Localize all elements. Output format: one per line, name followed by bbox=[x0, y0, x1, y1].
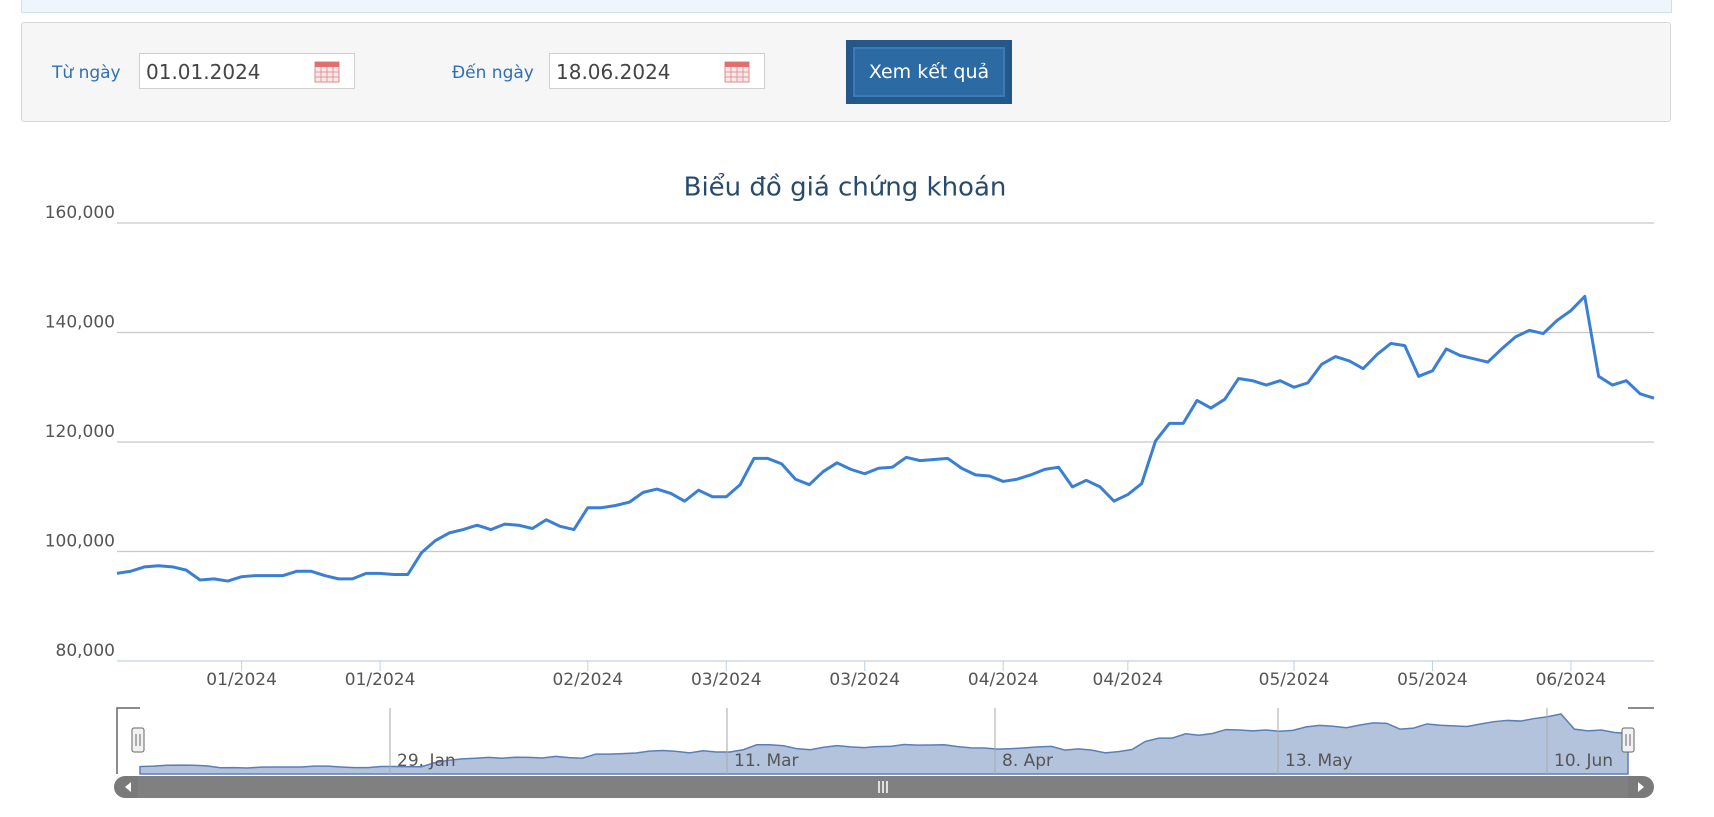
calendar-icon[interactable] bbox=[724, 61, 750, 83]
to-label: Đến ngày bbox=[452, 63, 534, 83]
to-value: 18.06.2024 bbox=[556, 60, 671, 84]
scroll-grip bbox=[878, 781, 888, 793]
x-tick-label: 02/2024 bbox=[552, 670, 623, 690]
chart-title: Biểu đồ giá chứng khoán bbox=[684, 172, 1007, 203]
date-form: Từ ngày 01.01.2024 Đến ngày 18.06.2024 X… bbox=[21, 22, 1671, 122]
submit-button[interactable]: Xem kết quả bbox=[846, 40, 1012, 104]
navigator-handle[interactable] bbox=[1621, 727, 1635, 753]
x-tick-label: 05/2024 bbox=[1259, 670, 1330, 690]
from-input[interactable]: 01.01.2024 bbox=[139, 53, 355, 89]
x-tick-label: 04/2024 bbox=[968, 670, 1039, 690]
y-tick-label: 120,000 bbox=[45, 422, 115, 442]
scroll-left[interactable] bbox=[125, 782, 131, 792]
x-tick-label: 05/2024 bbox=[1397, 670, 1468, 690]
to-input[interactable]: 18.06.2024 bbox=[549, 53, 765, 89]
x-tick-label: 01/2024 bbox=[206, 670, 277, 690]
scroll-right[interactable] bbox=[1638, 782, 1644, 792]
from-value: 01.01.2024 bbox=[146, 60, 261, 84]
x-tick-label: 06/2024 bbox=[1536, 670, 1607, 690]
navigator-label: 13. May bbox=[1285, 751, 1353, 771]
price-line bbox=[116, 294, 1655, 583]
x-tick-label: 03/2024 bbox=[829, 670, 900, 690]
navigator-bg bbox=[117, 708, 1654, 774]
navigator-handle[interactable] bbox=[131, 727, 145, 753]
y-tick-label: 80,000 bbox=[56, 641, 115, 661]
from-label: Từ ngày bbox=[52, 63, 121, 83]
scrollbar-thumb[interactable] bbox=[138, 776, 1628, 798]
navigator-area bbox=[139, 713, 1629, 775]
handle-grip bbox=[1625, 734, 1631, 746]
x-tick-label: 01/2024 bbox=[345, 670, 416, 690]
calendar-icon[interactable] bbox=[314, 61, 340, 83]
scrollbar-track bbox=[114, 776, 1654, 798]
navigator-outline bbox=[116, 707, 1654, 774]
y-tick-label: 160,000 bbox=[45, 203, 115, 223]
y-tick-label: 140,000 bbox=[45, 313, 115, 333]
x-tick-label: 03/2024 bbox=[691, 670, 762, 690]
y-tick-label: 100,000 bbox=[45, 532, 115, 552]
navigator-label: 10. Jun bbox=[1554, 751, 1613, 771]
handle-grip bbox=[135, 734, 141, 746]
navigator-label: 29. Jan bbox=[397, 751, 456, 771]
top-strip bbox=[21, 0, 1672, 13]
navigator-label: 11. Mar bbox=[734, 751, 799, 771]
navigator-label: 8. Apr bbox=[1002, 751, 1053, 771]
x-tick-label: 04/2024 bbox=[1093, 670, 1164, 690]
